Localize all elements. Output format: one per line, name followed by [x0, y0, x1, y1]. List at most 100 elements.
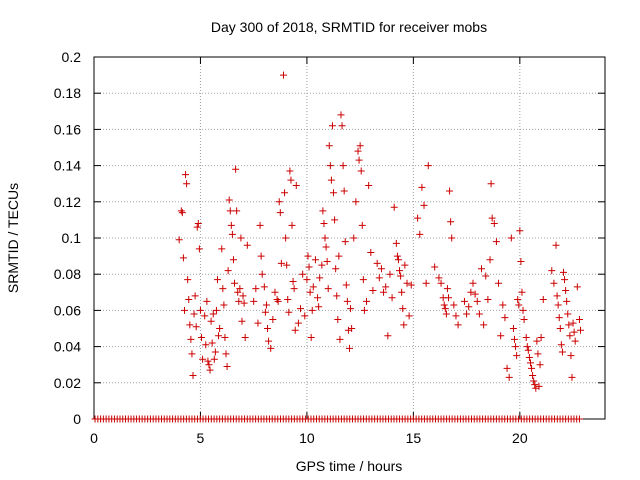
data-point: [233, 207, 241, 215]
data-point: [566, 332, 574, 340]
data-point: [183, 180, 191, 188]
data-point: [509, 325, 517, 332]
data-point: [397, 272, 405, 280]
data-point: [418, 183, 426, 191]
x-tick-label: 15: [406, 430, 422, 446]
data-point: [223, 363, 231, 371]
data-point: [394, 256, 402, 264]
data-point: [555, 314, 563, 322]
y-tick-label: 0.14: [54, 158, 81, 174]
data-point: [548, 267, 556, 275]
data-point: [384, 332, 392, 340]
data-point: [495, 279, 503, 287]
data-point: [552, 241, 560, 249]
data-point: [277, 259, 285, 267]
data-point: [337, 111, 345, 119]
data-point: [559, 268, 567, 276]
data-point: [354, 147, 362, 155]
data-point: [339, 162, 347, 170]
data-point: [435, 274, 443, 282]
data-point: [264, 325, 272, 332]
data-point: [192, 323, 200, 331]
data-point: [497, 332, 505, 340]
data-point: [221, 334, 229, 342]
data-point: [180, 306, 188, 314]
data-point: [570, 328, 578, 336]
data-point: [565, 321, 573, 329]
data-point: [271, 288, 279, 296]
data-point: [530, 377, 538, 385]
data-point: [529, 372, 537, 380]
data-point: [220, 301, 228, 309]
data-point: [227, 221, 235, 229]
y-tick-label: 0: [73, 411, 81, 427]
data-point: [232, 165, 240, 173]
data-point: [463, 310, 471, 318]
data-point: [520, 315, 528, 323]
data-point: [454, 321, 462, 329]
data-point: [340, 187, 348, 195]
data-point: [525, 353, 533, 361]
data-point: [226, 207, 234, 215]
data-point: [334, 315, 342, 323]
data-point: [515, 301, 523, 309]
data-point: [534, 350, 542, 358]
data-point: [281, 189, 289, 197]
data-point: [357, 167, 365, 175]
data-point: [250, 297, 258, 305]
data-point: [201, 312, 209, 320]
data-point: [187, 335, 195, 343]
data-point: [365, 182, 373, 190]
data-point: [188, 350, 196, 358]
data-point: [422, 279, 430, 287]
data-point: [382, 283, 390, 291]
data-point: [414, 214, 422, 222]
data-point: [564, 310, 572, 318]
data-point: [204, 357, 212, 365]
data-point: [486, 256, 494, 264]
data-point: [273, 296, 281, 304]
data-point: [487, 180, 495, 188]
x-tick-label: 5: [197, 430, 205, 446]
data-point: [299, 270, 307, 278]
data-point: [257, 252, 265, 260]
data-point: [448, 234, 456, 242]
data-point: [437, 279, 445, 287]
data-point: [528, 364, 536, 372]
data-point: [511, 335, 519, 343]
data-point: [465, 303, 473, 311]
data-point: [450, 301, 458, 309]
data-point: [325, 142, 333, 150]
data-point: [328, 122, 336, 130]
data-point: [267, 344, 275, 352]
data-point: [289, 277, 297, 285]
data-point: [467, 288, 475, 296]
data-point: [342, 281, 350, 289]
data-point: [393, 252, 401, 260]
data-point: [304, 252, 312, 260]
data-point: [331, 216, 339, 224]
data-point: [239, 292, 247, 300]
data-point: [513, 352, 521, 360]
data-point: [554, 301, 562, 309]
data-point: [282, 234, 290, 242]
data-point: [210, 355, 218, 363]
data-point: [518, 288, 526, 296]
data-point: [407, 281, 415, 289]
data-point: [209, 310, 217, 318]
y-tick-label: 0.04: [54, 339, 81, 355]
data-point: [403, 279, 411, 287]
data-point: [343, 297, 351, 305]
y-tick-label: 0.02: [54, 375, 81, 391]
x-tick-label: 20: [512, 430, 528, 446]
data-point: [265, 337, 273, 345]
data-point: [550, 279, 558, 287]
data-point: [416, 230, 424, 238]
data-point: [279, 71, 287, 79]
data-point: [488, 214, 496, 222]
data-point: [526, 359, 534, 367]
data-point: [507, 234, 515, 242]
data-point: [318, 261, 326, 269]
data-point: [350, 234, 358, 242]
